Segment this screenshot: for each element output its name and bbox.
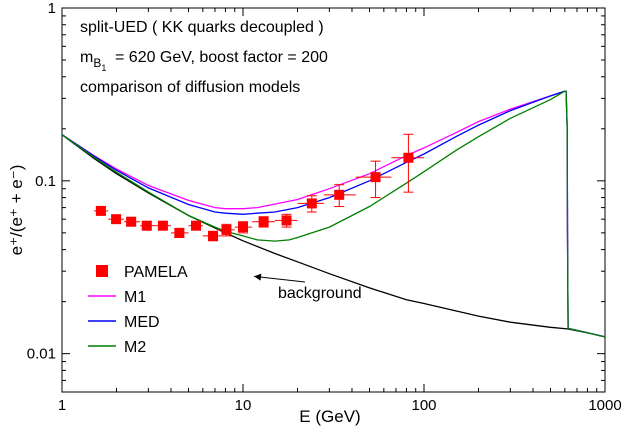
plot-frame bbox=[61, 7, 606, 393]
pamela-point bbox=[208, 230, 219, 241]
pamela-points-layer bbox=[93, 133, 424, 242]
x-tick-label: 1 bbox=[58, 397, 66, 414]
mass-subsub: 1 bbox=[101, 63, 106, 73]
series-layer bbox=[61, 90, 606, 338]
y-tick-label: 0.1 bbox=[35, 173, 56, 190]
x-tick-label: 10 bbox=[235, 397, 252, 414]
pamela-point bbox=[111, 214, 122, 225]
pamela-point bbox=[221, 224, 232, 235]
legend: PAMELA M1 MED M2 bbox=[88, 264, 188, 356]
x-axis-label: E (GeV) bbox=[299, 407, 360, 426]
pamela-point bbox=[191, 220, 202, 231]
pamela-point bbox=[403, 152, 414, 163]
y-tick-label: 0.01 bbox=[27, 346, 56, 363]
mass-label-symbol: mB1 bbox=[80, 49, 106, 73]
chart-title-line-3: comparison of diffusion models bbox=[80, 79, 300, 96]
chart-title-line-1: split-UED ( KK quarks decoupled ) bbox=[80, 19, 324, 36]
pamela-point bbox=[157, 220, 168, 231]
y-axis-label: e⁺/(e⁺ + e⁻) bbox=[7, 165, 26, 256]
legend-label-pamela: PAMELA bbox=[124, 264, 188, 281]
legend-label-m2: M2 bbox=[124, 339, 146, 356]
pamela-point bbox=[281, 215, 292, 226]
legend-label-m1: M1 bbox=[124, 289, 146, 306]
pamela-point bbox=[258, 216, 269, 227]
axes-layer: 1 10 100 1000 0.01 0.1 1 bbox=[27, 0, 622, 414]
pamela-point bbox=[238, 222, 248, 233]
pamela-point bbox=[126, 216, 137, 227]
chart-title-line-2: = 620 GeV, boost factor = 200 bbox=[115, 49, 328, 66]
legend-swatch-pamela bbox=[96, 265, 108, 277]
legend-label-med: MED bbox=[124, 314, 160, 331]
pamela-point bbox=[141, 220, 152, 231]
x-tick-label: 1000 bbox=[588, 397, 621, 414]
pamela-point bbox=[306, 198, 317, 209]
x-tick-label: 100 bbox=[411, 397, 436, 414]
pamela-point bbox=[334, 189, 345, 200]
series-line-m2 bbox=[61, 90, 606, 338]
mass-symbol: m bbox=[80, 49, 93, 66]
annotation-background-label: background bbox=[278, 285, 362, 302]
background-annotation: background bbox=[253, 273, 362, 302]
pamela-point bbox=[174, 227, 185, 238]
annotation-arrow bbox=[253, 275, 306, 283]
annotation-arrowhead bbox=[253, 273, 262, 281]
pamela-point bbox=[370, 172, 381, 183]
mass-sub: B bbox=[93, 56, 101, 70]
y-tick-label: 1 bbox=[48, 0, 56, 17]
pamela-point bbox=[95, 205, 106, 216]
series-line-background bbox=[61, 134, 606, 338]
